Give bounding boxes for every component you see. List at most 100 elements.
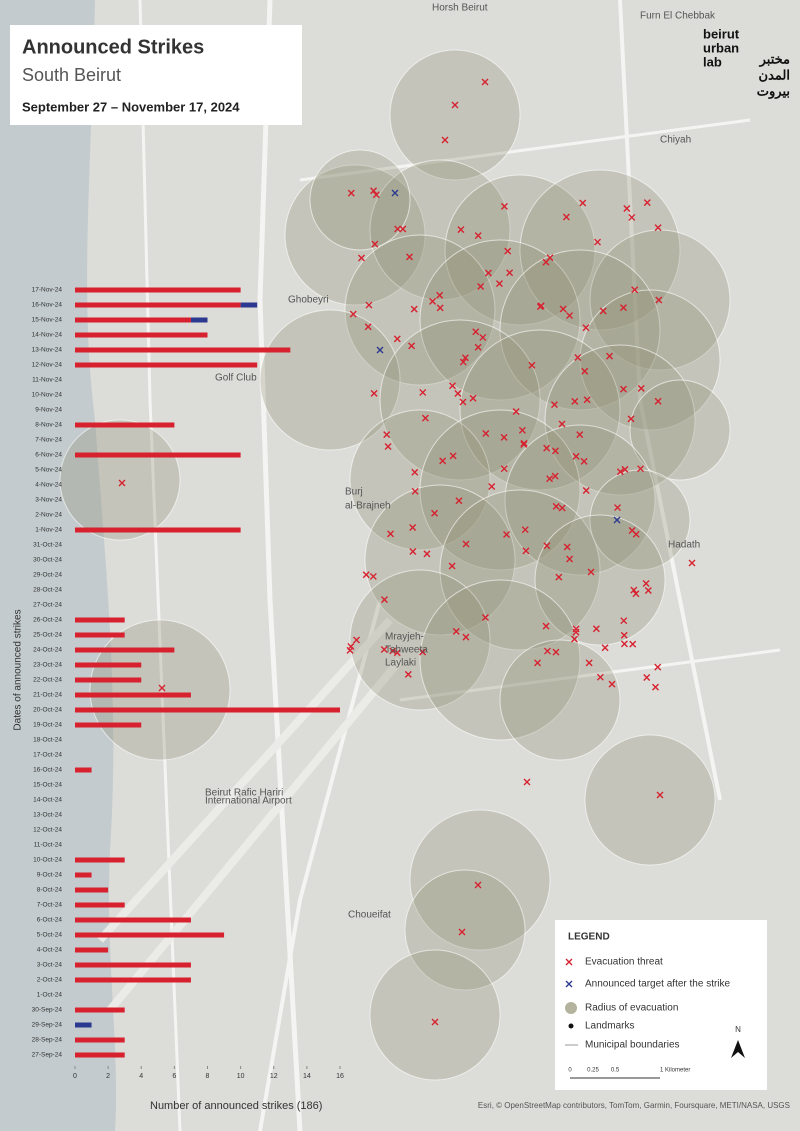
bar [75,1037,125,1043]
evacuation-circle [369,159,511,301]
y-tick-label: 11-Oct-24 [34,842,63,849]
evacuation-circle [499,639,621,761]
strike-marker [608,680,616,688]
strike-marker [522,547,530,555]
strike-marker [406,253,414,261]
strike-marker [455,497,463,505]
evacuation-circle [499,249,661,411]
bar [75,452,241,458]
y-tick-label: 29-Sep-24 [32,1022,63,1029]
evacuation-circle [349,569,491,711]
strike-marker [551,472,559,480]
strike-marker [619,304,627,312]
strike-marker [481,78,489,86]
y-tick-label: 11-Nov-24 [32,377,62,384]
strike-marker [383,431,391,439]
y-tick-label: 9-Oct-24 [37,872,63,879]
y-tick-label: 8-Nov-24 [35,422,62,429]
strike-marker [429,297,437,305]
evacuation-circle [364,484,516,636]
strike-marker [369,572,377,580]
strike-marker [688,559,696,567]
strike-marker [580,457,588,465]
strike-marker [614,504,622,512]
y-tick-label: 29-Oct-24 [33,572,62,579]
strike-marker [380,646,388,654]
strike-marker [347,189,355,197]
evacuation-circle [419,409,581,571]
strike-marker [632,590,640,598]
strike-markers [118,78,696,1026]
evacuation-circle [389,49,521,181]
place-label: Burj [345,487,363,498]
y-tick-label: 27-Sep-24 [32,1052,63,1059]
strike-marker [439,457,447,465]
strike-marker [572,628,580,636]
strike-marker [656,791,664,799]
strike-marker [423,550,431,558]
evacuation-circle [544,344,696,496]
strike-marker [585,659,593,667]
strike-marker [457,226,465,234]
x-tick-label: 14 [303,1073,311,1080]
bar [75,347,291,353]
bar [75,677,142,683]
bar [75,722,142,728]
strike-marker [534,659,542,667]
strike-marker [652,683,659,691]
x-tick-label: 10 [237,1073,245,1080]
strike-marker [621,465,629,473]
strike-marker [482,430,490,438]
logo-text: lab [703,54,722,69]
bar [75,527,241,533]
sea [0,0,117,1131]
strike-marker [642,580,650,587]
bar [75,287,241,293]
strike-marker [628,213,636,221]
y-axis-label: Dates of announced strikes [13,609,24,730]
bar [75,332,208,338]
bar [75,932,225,938]
title-box [10,25,302,125]
strike-marker [431,509,439,517]
y-tick-label: 20-Oct-24 [33,707,62,714]
strike-marker [628,526,636,534]
strike-marker [357,254,365,262]
y-tick-label: 16-Nov-24 [32,302,63,309]
strike-marker [523,778,531,786]
strike-marker [408,342,416,350]
strike-marker [410,305,418,313]
place-label: Golf Club [215,373,257,384]
strike-marker [643,674,651,682]
strike-marker [563,543,571,551]
evacuation-circle [519,169,681,331]
strike-marker [469,394,477,402]
strike-marker [411,487,419,495]
bar [75,362,258,368]
strike-marker [459,358,467,366]
bar [75,872,92,878]
strike-marker [472,328,480,336]
legend-box [555,920,767,1090]
strike-marker [613,516,621,524]
strike-marker [370,389,378,397]
strike-marker [347,643,355,650]
strike-marker [495,280,503,288]
strike-marker [362,571,370,579]
bar [75,422,175,428]
bar [75,662,142,668]
legend-label: Announced target after the strike [585,979,731,990]
x-tick-label: 0 [73,1073,77,1080]
logo-arabic: المدن [759,67,790,82]
strike-marker [431,1018,439,1026]
y-tick-label: 15-Nov-24 [32,317,63,324]
strike-marker [654,663,662,671]
strike-marker [552,648,560,656]
strike-marker [372,191,380,199]
place-label: Laylaki [385,658,416,669]
y-tick-label: 1-Oct-24 [37,992,63,999]
strike-marker [543,647,551,655]
y-tick-label: 18-Oct-24 [33,737,62,744]
x-tick-label: 2 [106,1073,110,1080]
strike-marker [655,296,663,304]
